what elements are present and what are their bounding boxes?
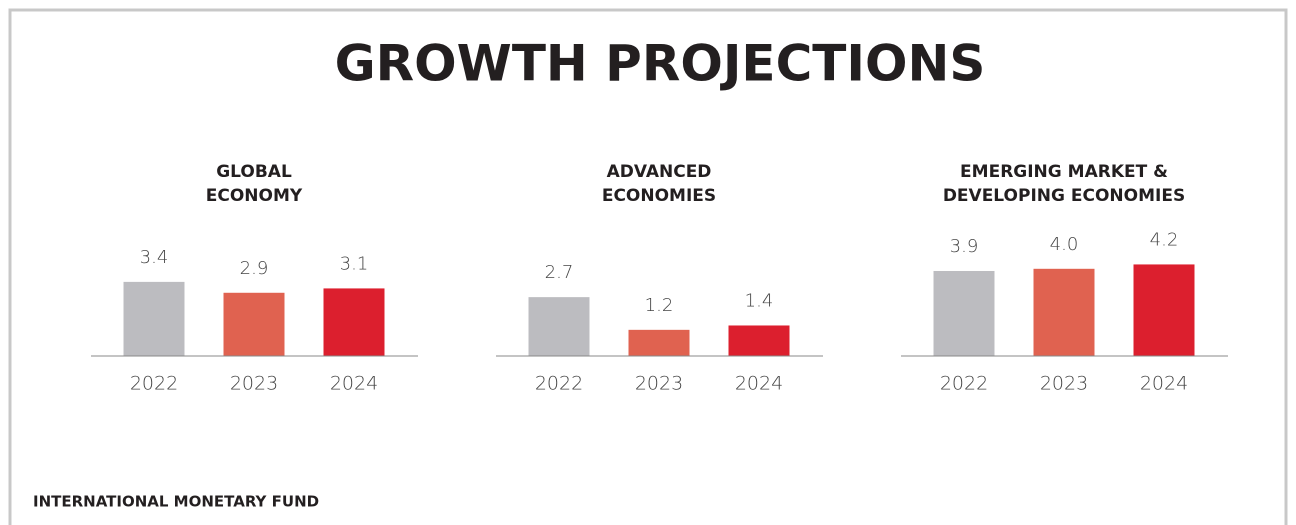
bar xyxy=(728,325,790,356)
x-tick-label: 2022 xyxy=(130,373,178,395)
bar xyxy=(933,270,995,356)
x-tick-label: 2024 xyxy=(330,373,378,395)
value-label: 2.9 xyxy=(240,258,269,279)
x-tick-label: 2024 xyxy=(735,373,783,395)
bar xyxy=(1033,268,1095,356)
x-tick-label: 2023 xyxy=(230,373,278,395)
main-title: GROWTH PROJECTIONS xyxy=(335,35,986,93)
value-label: 3.4 xyxy=(140,247,169,268)
bar xyxy=(123,281,185,356)
value-label: 4.2 xyxy=(1150,229,1179,250)
value-label: 4.0 xyxy=(1050,234,1079,255)
chart-title: ECONOMIES xyxy=(602,186,716,206)
chart-title: DEVELOPING ECONOMIES xyxy=(943,186,1185,206)
bar xyxy=(628,329,690,356)
chart-title: EMERGING MARKET & xyxy=(960,162,1168,182)
bar xyxy=(223,292,285,356)
chart-title: GLOBAL xyxy=(216,162,292,182)
chart-title: ECONOMY xyxy=(206,186,303,206)
x-tick-label: 2023 xyxy=(1040,373,1088,395)
value-label: 3.9 xyxy=(950,236,979,257)
x-tick-label: 2024 xyxy=(1140,373,1188,395)
frame xyxy=(8,8,1288,525)
value-label: 1.4 xyxy=(745,290,774,311)
value-label: 3.1 xyxy=(340,253,369,274)
bar xyxy=(528,297,590,356)
x-tick-label: 2022 xyxy=(535,373,583,395)
value-label: 2.7 xyxy=(545,262,574,283)
x-tick-label: 2023 xyxy=(635,373,683,395)
x-tick-label: 2022 xyxy=(940,373,988,395)
value-label: 1.2 xyxy=(645,295,674,316)
chart-title: ADVANCED xyxy=(607,162,712,182)
footer: INTERNATIONAL MONETARY FUND xyxy=(33,493,319,511)
bar xyxy=(1133,264,1195,356)
bar xyxy=(323,288,385,356)
